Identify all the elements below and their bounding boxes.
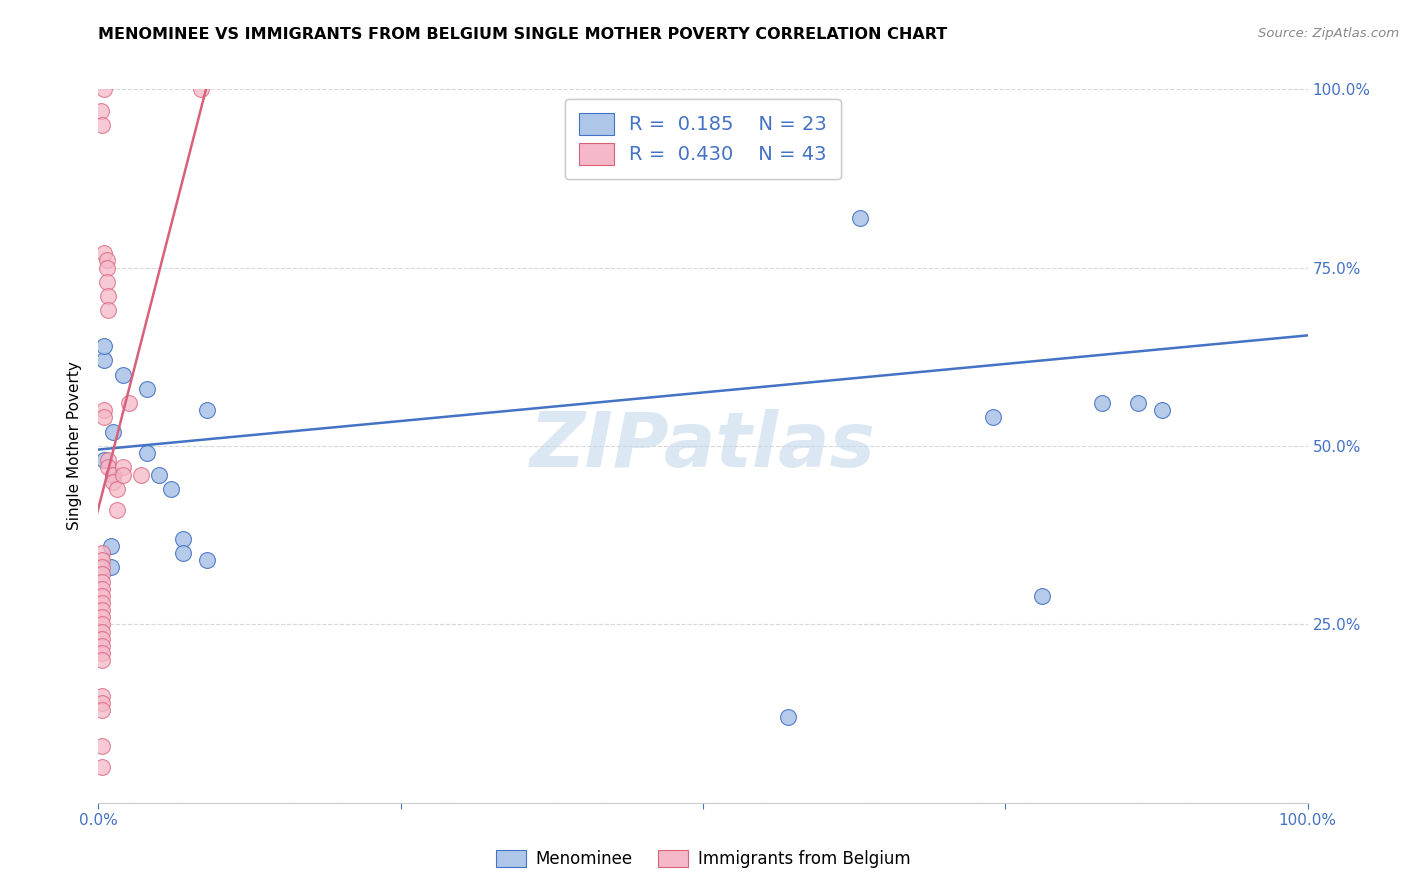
Point xyxy=(93,353,115,368)
Point xyxy=(97,289,120,303)
Point xyxy=(195,553,218,567)
Point xyxy=(91,689,114,703)
Point xyxy=(148,467,170,482)
Point xyxy=(101,475,124,489)
Point xyxy=(91,596,114,610)
Point xyxy=(93,82,115,96)
Point xyxy=(93,246,115,260)
Point xyxy=(91,632,114,646)
Point xyxy=(111,460,134,475)
Y-axis label: Single Mother Poverty: Single Mother Poverty xyxy=(67,361,83,531)
Point xyxy=(111,467,134,482)
Point xyxy=(1031,589,1053,603)
Point xyxy=(776,710,799,724)
Point xyxy=(135,382,157,396)
Point xyxy=(1152,403,1174,417)
Point xyxy=(91,653,114,667)
Point xyxy=(1091,396,1114,410)
Point xyxy=(172,532,194,546)
Point xyxy=(105,482,128,496)
Point xyxy=(91,546,114,560)
Point xyxy=(91,560,114,574)
Point xyxy=(111,368,134,382)
Point xyxy=(91,589,114,603)
Point xyxy=(91,610,114,624)
Point xyxy=(100,560,122,574)
Point xyxy=(96,253,118,268)
Point xyxy=(190,82,212,96)
Point xyxy=(91,696,114,710)
Point xyxy=(101,467,124,482)
Point xyxy=(93,339,115,353)
Point xyxy=(91,646,114,660)
Point xyxy=(90,103,112,118)
Text: ZIPatlas: ZIPatlas xyxy=(530,409,876,483)
Point xyxy=(118,396,141,410)
Point xyxy=(101,425,124,439)
Point xyxy=(93,453,115,467)
Point xyxy=(91,617,114,632)
Point xyxy=(93,410,115,425)
Point xyxy=(91,603,114,617)
Point xyxy=(101,467,124,482)
Point xyxy=(135,446,157,460)
Point xyxy=(1128,396,1150,410)
Point xyxy=(105,503,128,517)
Text: Source: ZipAtlas.com: Source: ZipAtlas.com xyxy=(1258,27,1399,40)
Point xyxy=(91,703,114,717)
Point xyxy=(160,482,183,496)
Point xyxy=(96,275,118,289)
Point xyxy=(91,624,114,639)
Point xyxy=(93,403,115,417)
Point xyxy=(172,546,194,560)
Point xyxy=(100,539,122,553)
Point xyxy=(97,460,120,475)
Point xyxy=(981,410,1004,425)
Point xyxy=(91,574,114,589)
Point xyxy=(91,553,114,567)
Legend: R =  0.185    N = 23, R =  0.430    N = 43: R = 0.185 N = 23, R = 0.430 N = 43 xyxy=(565,99,841,178)
Point xyxy=(96,260,118,275)
Point xyxy=(91,760,114,774)
Point xyxy=(91,582,114,596)
Text: MENOMINEE VS IMMIGRANTS FROM BELGIUM SINGLE MOTHER POVERTY CORRELATION CHART: MENOMINEE VS IMMIGRANTS FROM BELGIUM SIN… xyxy=(98,27,948,42)
Legend: Menominee, Immigrants from Belgium: Menominee, Immigrants from Belgium xyxy=(489,843,917,875)
Point xyxy=(849,211,872,225)
Point xyxy=(91,567,114,582)
Point xyxy=(97,453,120,467)
Point xyxy=(97,303,120,318)
Point xyxy=(91,739,114,753)
Point xyxy=(129,467,152,482)
Point xyxy=(91,118,114,132)
Point xyxy=(195,403,218,417)
Point xyxy=(91,639,114,653)
